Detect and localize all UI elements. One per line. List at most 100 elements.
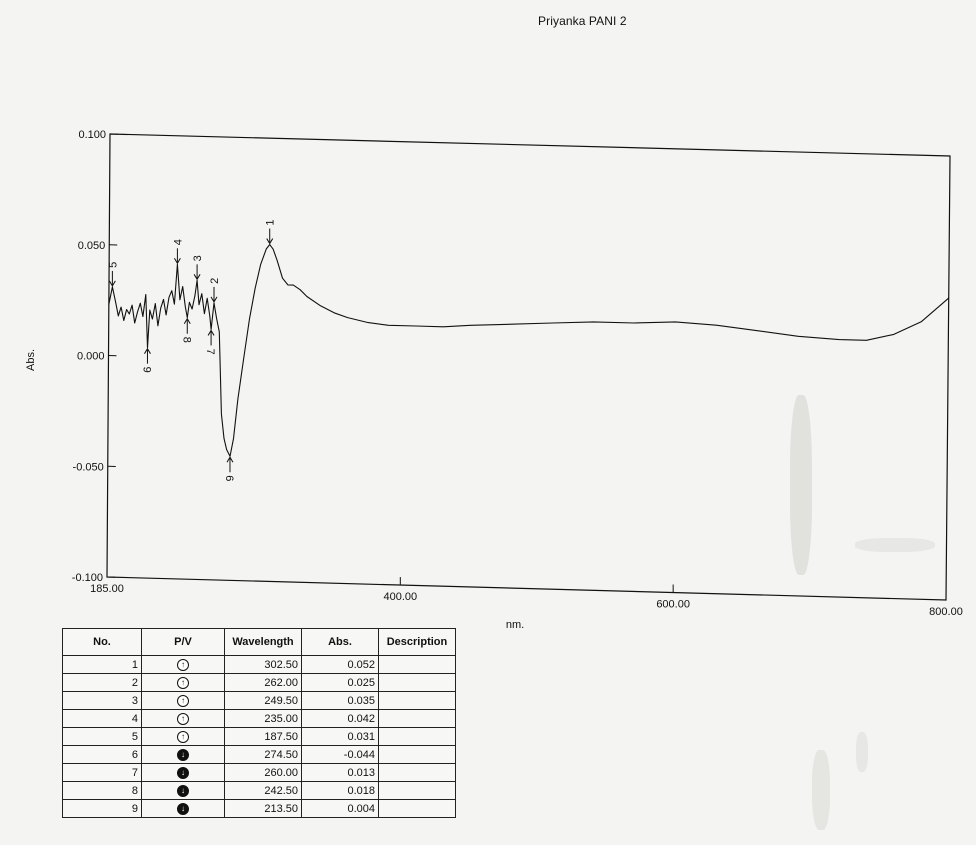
cell-pv: ↑ xyxy=(141,673,225,692)
y-tick-label: -0.100 xyxy=(72,572,103,584)
absorbance-chart: 0.100 0.050 0.000 -0.050 -0.100 185.00 400.00… xyxy=(25,129,963,631)
cell-wavelength: 235.00 xyxy=(224,709,302,728)
table-row: 7 ↓ 260.00 0.013 xyxy=(62,763,456,782)
cell-wavelength: 213.50 xyxy=(224,799,302,818)
peak-marker: 5 xyxy=(107,262,119,287)
scan-speck xyxy=(812,750,830,830)
cell-abs: 0.025 xyxy=(301,673,379,692)
y-tick-label: 0.050 xyxy=(78,240,106,252)
cell-wavelength: 302.50 xyxy=(224,655,302,674)
peak-marker: 1 xyxy=(265,219,277,245)
cell-pv: ↑ xyxy=(141,727,225,746)
marker-label: 3 xyxy=(192,255,204,261)
valley-down-arrow-icon: ↓ xyxy=(177,767,189,779)
cell-description xyxy=(378,709,456,728)
cell-pv: ↓ xyxy=(141,799,225,818)
peak-up-arrow-icon: ↑ xyxy=(177,677,189,689)
up-arrow-icon xyxy=(144,347,151,354)
marker-label: 5 xyxy=(107,262,119,268)
cell-pv: ↑ xyxy=(141,691,225,710)
table-row: 3 ↑ 249.50 0.035 xyxy=(62,691,456,710)
marker-label: 2 xyxy=(209,278,221,284)
cell-description xyxy=(378,763,456,782)
valley-down-arrow-icon: ↓ xyxy=(177,749,189,761)
x-tick-label: 800.00 xyxy=(929,606,963,618)
page-title: Priyanka PANI 2 xyxy=(538,14,627,28)
marker-label: 1 xyxy=(265,219,277,225)
col-header-no: No. xyxy=(62,628,142,656)
peak-marker: 3 xyxy=(192,255,204,281)
y-axis-ticks: 0.100 0.050 0.000 -0.050 -0.100 xyxy=(72,129,119,584)
cell-description xyxy=(378,655,456,674)
cell-abs: -0.044 xyxy=(301,745,379,764)
cell-wavelength: 249.50 xyxy=(224,691,302,710)
x-tick-label: 600.00 xyxy=(656,599,690,611)
table-header-row: No. P/V Wavelength Abs. Description xyxy=(62,628,456,656)
y-axis-title: Abs. xyxy=(25,349,37,371)
table-row: 1 ↑ 302.50 0.052 xyxy=(62,655,456,674)
peak-marker: 2 xyxy=(209,278,221,303)
peak-up-arrow-icon: ↑ xyxy=(177,695,189,707)
cell-no: 8 xyxy=(62,781,142,800)
cell-wavelength: 274.50 xyxy=(224,745,302,764)
peak-marker: 4 xyxy=(172,239,184,265)
valley-marker: 6 xyxy=(223,456,235,481)
x-tick-label: 185.00 xyxy=(90,583,124,595)
col-header-abs: Abs. xyxy=(301,628,379,656)
marker-label: 8 xyxy=(180,337,192,343)
cell-no: 4 xyxy=(62,709,142,728)
cell-wavelength: 187.50 xyxy=(224,727,302,746)
table-row: 9 ↓ 213.50 0.004 xyxy=(62,799,456,818)
x-tick-label: 400.00 xyxy=(383,591,417,603)
marker-label: 7 xyxy=(204,348,216,354)
cell-wavelength: 262.00 xyxy=(224,673,302,692)
up-arrow-icon xyxy=(207,329,215,336)
y-tick-label: -0.050 xyxy=(73,461,104,473)
peak-up-arrow-icon: ↑ xyxy=(177,713,189,725)
down-arrow-icon xyxy=(108,280,116,287)
cell-no: 7 xyxy=(62,763,142,782)
valley-down-arrow-icon: ↓ xyxy=(177,803,189,815)
up-arrow-icon xyxy=(183,317,191,324)
cell-no: 1 xyxy=(62,655,142,674)
marker-label: 4 xyxy=(172,239,184,245)
valley-down-arrow-icon: ↓ xyxy=(177,785,189,797)
col-header-wavelength: Wavelength xyxy=(224,628,302,656)
plot-border xyxy=(106,133,951,601)
cell-no: 6 xyxy=(62,745,142,764)
cell-no: 2 xyxy=(62,673,142,692)
valley-marker: 9 xyxy=(140,347,152,373)
peak-table: No. P/V Wavelength Abs. Description 1 ↑ 30… xyxy=(62,628,456,818)
cell-description xyxy=(378,799,456,818)
cell-no: 3 xyxy=(62,691,142,710)
cell-description xyxy=(378,691,456,710)
valley-marker: 8 xyxy=(180,317,192,343)
col-header-description: Description xyxy=(378,628,456,656)
cell-pv: ↓ xyxy=(141,763,225,782)
cell-wavelength: 242.50 xyxy=(224,781,302,800)
cell-abs: 0.042 xyxy=(301,709,379,728)
y-tick-label: 0.100 xyxy=(78,129,106,141)
table-row: 6 ↓ 274.50 -0.044 xyxy=(62,745,456,764)
cell-description xyxy=(378,781,456,800)
cell-pv: ↓ xyxy=(141,745,225,764)
marker-label: 9 xyxy=(140,367,152,373)
plot-frame xyxy=(106,133,951,601)
cell-pv: ↑ xyxy=(141,655,225,674)
peak-markers: 1 2 3 4 5 6 7 8 9 xyxy=(107,219,276,481)
down-arrow-icon xyxy=(173,258,181,265)
table-row: 5 ↑ 187.50 0.031 xyxy=(62,727,456,746)
cell-pv: ↓ xyxy=(141,781,225,800)
y-tick-label: 0.000 xyxy=(77,351,105,363)
down-arrow-icon xyxy=(210,296,218,303)
series-group xyxy=(108,244,950,457)
cell-abs: 0.004 xyxy=(301,799,379,818)
scan-speck xyxy=(790,395,812,575)
up-arrow-icon xyxy=(226,456,234,463)
cell-pv: ↑ xyxy=(141,709,225,728)
down-arrow-icon xyxy=(266,238,274,245)
x-axis-ticks: 185.00 400.00 600.00 800.00 xyxy=(90,569,963,618)
cell-abs: 0.035 xyxy=(301,691,379,710)
x-axis-title: nm. xyxy=(506,619,524,631)
peak-up-arrow-icon: ↑ xyxy=(177,659,189,671)
